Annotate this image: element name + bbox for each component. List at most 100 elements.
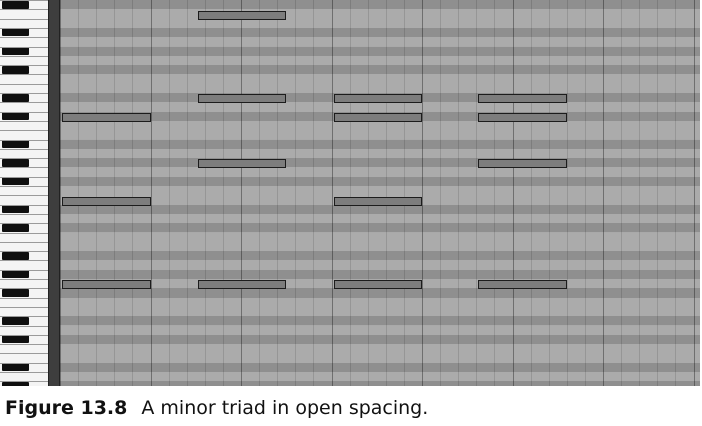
piano-keyboard[interactable] [0,0,49,386]
subdivision-line [132,0,134,386]
black-key[interactable] [2,112,29,121]
beat-line [241,0,242,386]
key-divider [0,18,48,20]
pitch-lane [60,372,700,382]
key-divider [0,46,48,48]
key-divider [0,120,48,122]
key-divider [0,139,48,141]
key-divider [0,223,48,225]
pitch-lane [60,55,700,66]
midi-note[interactable] [478,112,567,122]
beat-line [512,0,514,386]
subdivision-line [349,0,351,386]
black-key[interactable] [2,93,29,102]
key-divider [0,83,48,85]
black-key[interactable] [2,177,29,186]
midi-note[interactable] [197,10,287,20]
midi-note[interactable] [197,280,287,290]
pitch-lane [60,306,700,317]
subdivision-line [476,0,478,386]
pitch-lane [60,288,700,298]
midi-note[interactable] [62,280,151,290]
black-key[interactable] [2,288,29,297]
midi-note[interactable] [478,159,567,169]
subdivision-line [385,0,387,386]
midi-note[interactable] [333,196,422,206]
subdivision-line [530,0,532,386]
figure-label: Figure 13.8 [5,397,128,419]
pitch-lane [60,102,700,112]
black-key[interactable] [2,381,29,386]
subdivision-line [367,0,369,386]
black-key[interactable] [2,0,29,9]
pitch-lane [60,344,700,354]
key-divider [0,130,48,132]
beat-line [693,0,695,386]
midi-note[interactable] [478,280,567,290]
midi-note[interactable] [197,159,287,169]
pitch-lane [60,139,700,149]
pitch-lane [60,0,700,10]
beat-line [150,0,152,386]
midi-note[interactable] [333,280,422,290]
black-key[interactable] [2,65,29,74]
key-divider [0,316,48,318]
black-key[interactable] [2,140,29,148]
key-divider [0,93,48,94]
black-key[interactable] [2,158,29,167]
midi-note[interactable] [62,196,151,206]
key-divider [0,334,48,336]
black-key[interactable] [2,223,29,232]
black-key[interactable] [2,47,29,55]
key-divider [0,204,48,206]
pitch-lane [60,241,700,252]
midi-note[interactable] [478,94,567,104]
black-key[interactable] [2,335,29,344]
note-grid[interactable] [60,0,700,386]
pitch-lane [60,213,700,224]
pitch-lane [60,353,700,363]
subdivision-line [186,0,188,386]
key-divider [0,279,48,280]
key-divider [0,241,48,243]
black-key[interactable] [2,270,29,279]
key-divider [0,353,48,355]
midi-note[interactable] [62,112,151,122]
key-divider [0,27,48,29]
subdivision-line [295,0,297,386]
subdivision-line [639,0,641,386]
subdivision-line [204,0,206,386]
pitch-lane [60,130,700,140]
subdivision-line [78,0,80,386]
key-divider [0,372,48,373]
key-divider [0,111,48,113]
subdivision-line [657,0,659,386]
figure-caption: Figure 13.8 A minor triad in open spacing… [5,397,428,419]
key-divider [0,158,48,160]
black-key[interactable] [2,316,29,325]
subdivision-line [259,0,261,386]
pitch-lane [60,9,700,19]
key-divider [0,362,48,364]
black-key[interactable] [2,205,29,214]
pitch-lane [60,148,700,159]
pitch-lane [60,232,700,242]
black-key[interactable] [2,28,29,37]
black-key[interactable] [2,251,29,260]
midi-note[interactable] [197,94,287,104]
black-key[interactable] [2,363,29,372]
midi-note[interactable] [333,112,422,122]
pitch-lane [60,18,700,28]
pitch-lane [60,65,700,75]
pitch-lane [60,120,700,131]
key-divider [0,288,48,290]
midi-note[interactable] [333,94,422,104]
pitch-lane [60,186,700,196]
subdivision-line [584,0,586,386]
beat-line [331,0,333,386]
pitch-lane [60,251,700,261]
key-divider [0,306,48,308]
pitch-lane [60,74,700,84]
key-divider [0,297,48,299]
subdivision-line [96,0,98,386]
